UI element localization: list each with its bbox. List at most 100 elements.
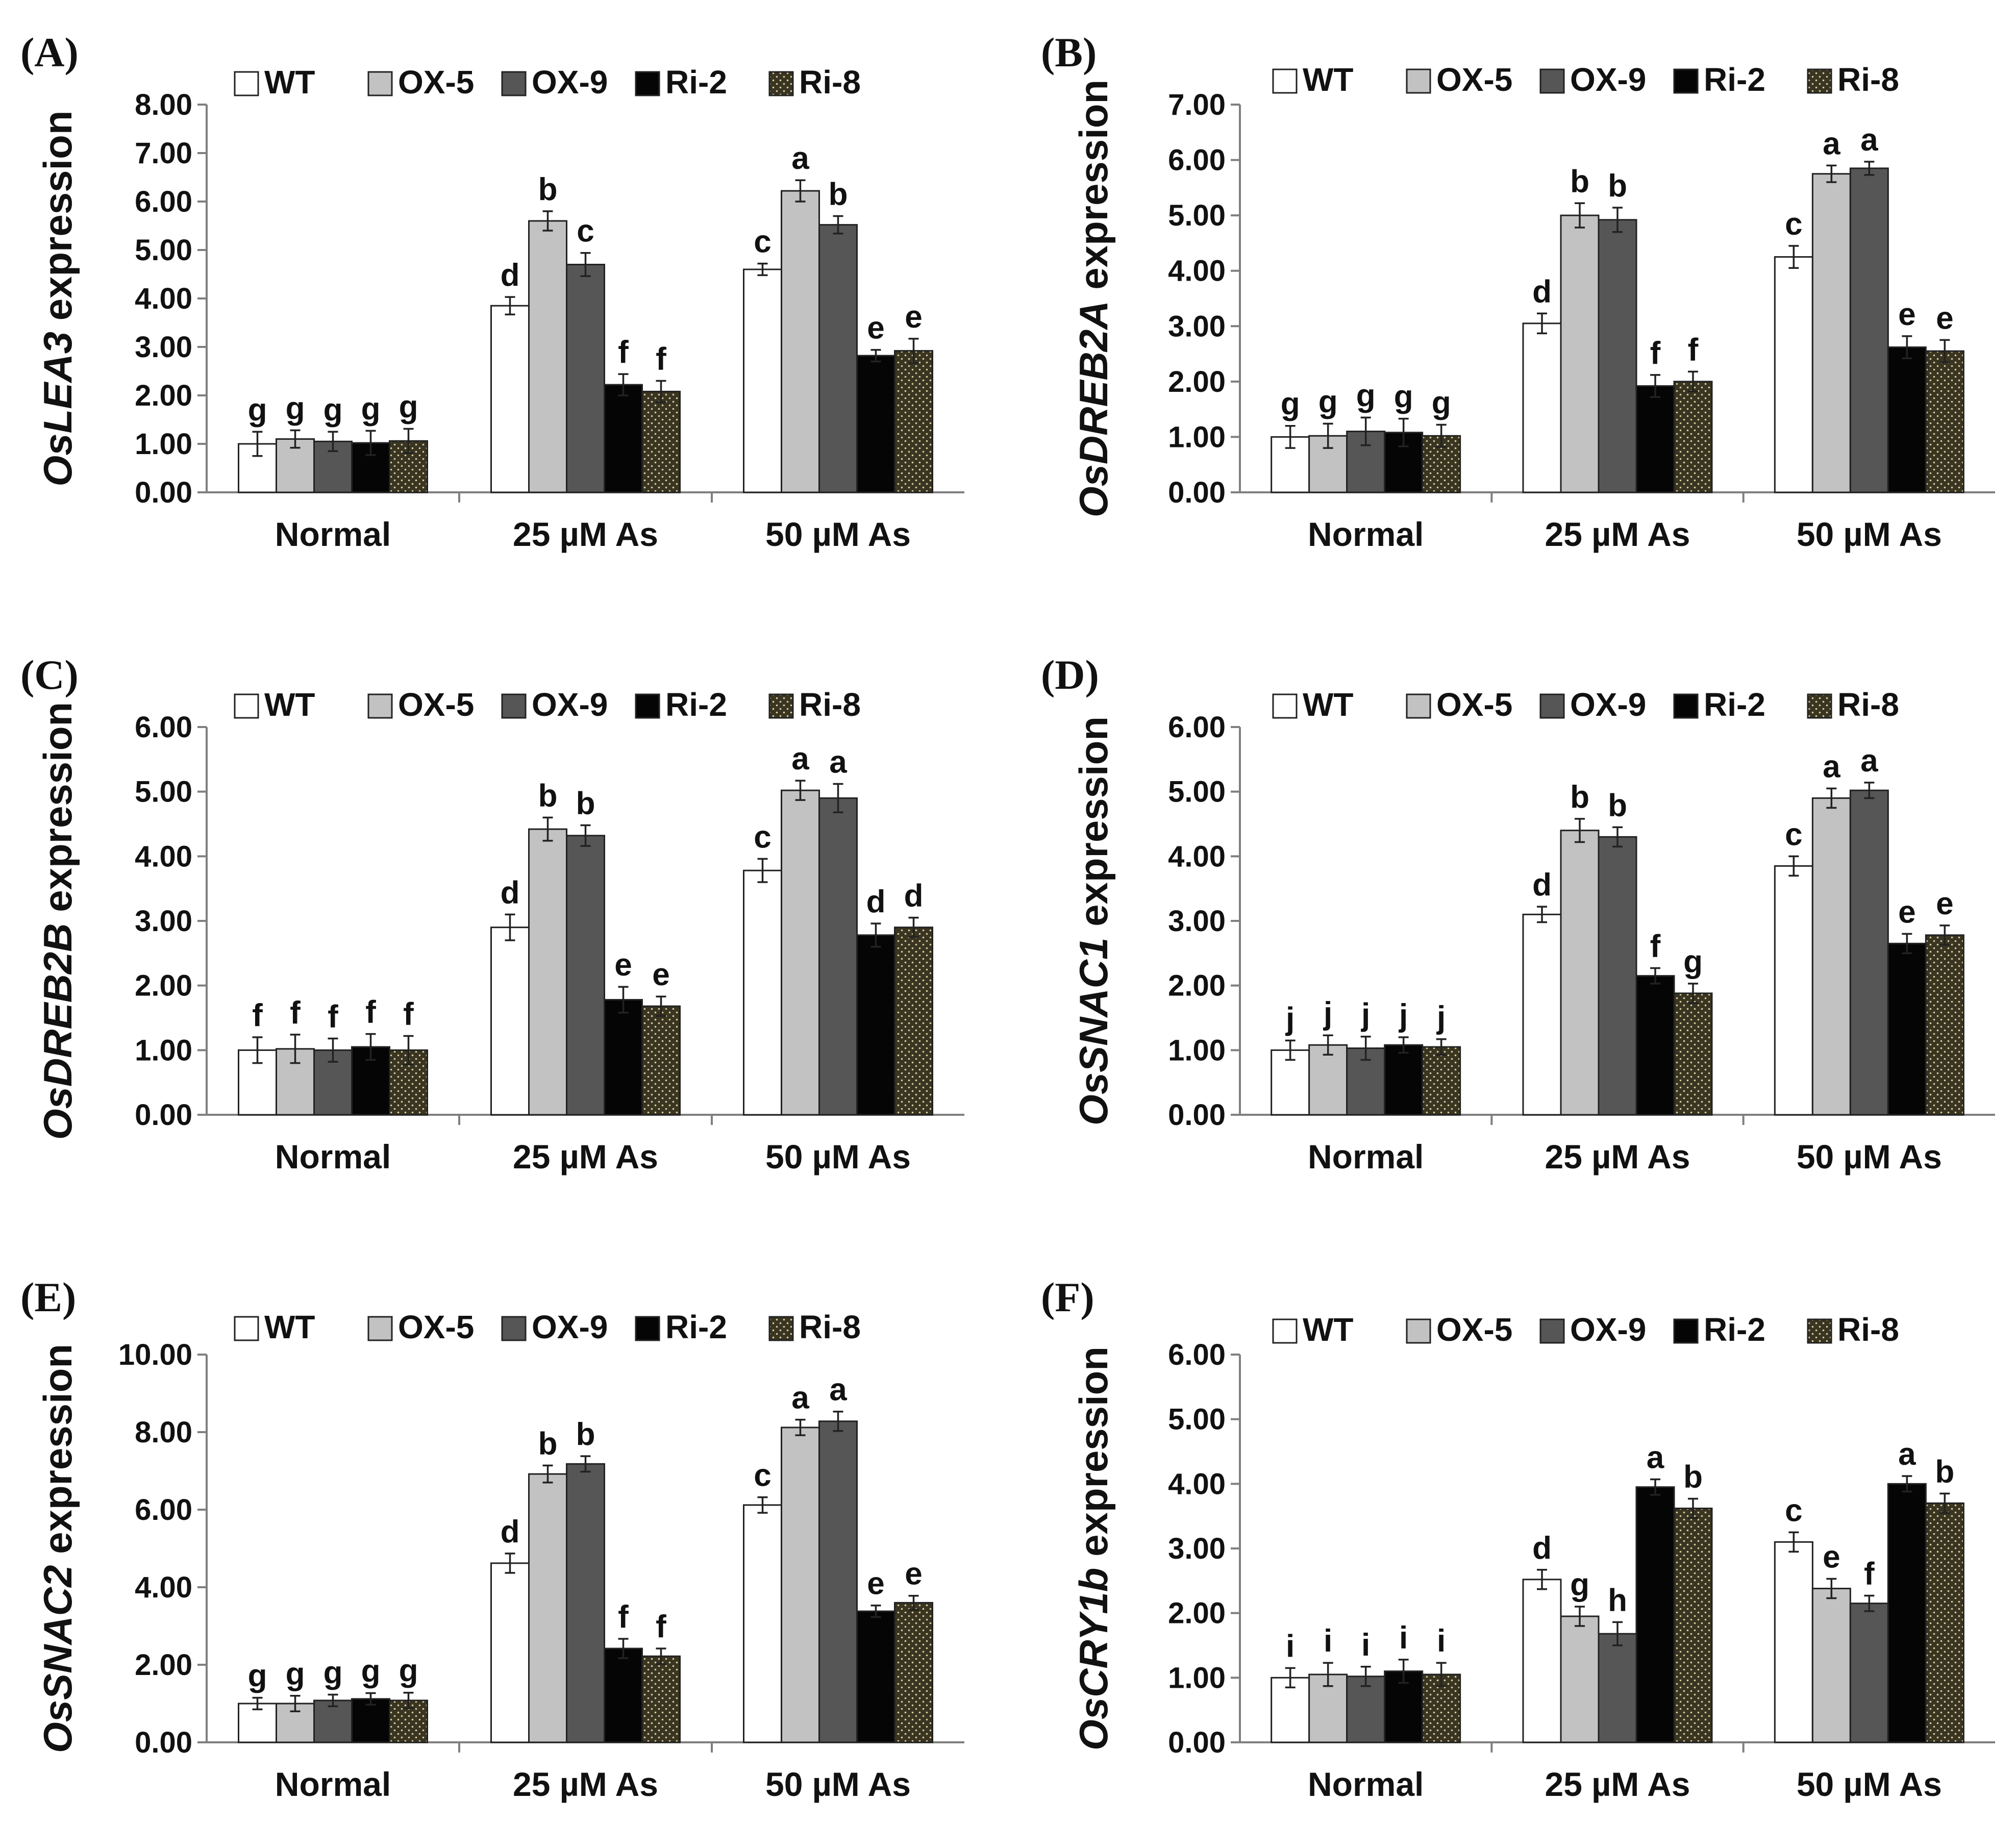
legend-swatch — [768, 1316, 794, 1341]
legend-label: OX-9 — [532, 686, 608, 723]
bar — [528, 1473, 567, 1743]
category-label: 50 µM As — [765, 1765, 911, 1803]
y-tick-label: 4.00 — [135, 1571, 192, 1604]
bar — [1925, 1502, 1964, 1743]
bar — [1560, 1615, 1600, 1743]
category-label: 50 µM As — [1797, 1765, 1942, 1803]
significance-letter: b — [1570, 780, 1589, 815]
y-tick-label: 3.00 — [135, 331, 192, 364]
legend-label: Ri-8 — [799, 686, 861, 723]
y-axis-title-gene: OsDREB2B — [35, 923, 80, 1140]
bar — [743, 869, 782, 1116]
bar — [1522, 322, 1562, 493]
significance-letter: f — [290, 995, 301, 1031]
panel-label: (A) — [20, 29, 79, 76]
significance-letter: a — [1860, 743, 1878, 779]
category-label: 50 µM As — [1797, 515, 1942, 553]
bar — [1925, 350, 1964, 493]
significance-letter: g — [286, 1657, 305, 1692]
category-label: 25 µM As — [513, 515, 658, 553]
y-tick-label: 5.00 — [1168, 776, 1226, 809]
y-axis-title: OsDREB2A expression — [1071, 80, 1116, 517]
legend-swatch — [635, 693, 660, 719]
significance-letter: c — [1785, 817, 1802, 852]
significance-letter: d — [1532, 1531, 1552, 1566]
legend-label: Ri-2 — [1704, 61, 1765, 98]
bar — [1774, 1541, 1813, 1743]
legend-label: OX-9 — [1570, 1311, 1646, 1348]
y-tick-label: 0.00 — [135, 1726, 192, 1759]
legend-label: WT — [264, 1309, 315, 1345]
significance-letter: g — [323, 392, 343, 428]
legend-swatch — [1673, 1318, 1699, 1344]
legend-label: WT — [1303, 61, 1354, 98]
significance-letter: g — [1318, 384, 1338, 419]
legend-swatch — [367, 693, 393, 719]
bar — [528, 828, 567, 1116]
y-tick-label: 6.00 — [1168, 144, 1226, 177]
y-tick-label: 2.00 — [135, 969, 192, 1003]
bar — [313, 1699, 353, 1743]
significance-letter: c — [754, 224, 771, 260]
significance-letter: e — [1936, 886, 1953, 921]
bar — [1635, 385, 1675, 493]
y-axis-title-suffix: expression — [35, 702, 80, 923]
significance-letter: d — [1532, 274, 1552, 309]
significance-letter: a — [1823, 126, 1840, 161]
significance-letter: b — [538, 778, 558, 813]
legend-swatch — [1673, 693, 1699, 719]
y-tick-label: 1.00 — [1168, 1034, 1226, 1067]
bar — [1849, 167, 1889, 493]
y-tick-label: 0.00 — [135, 1098, 192, 1132]
category-label: 25 µM As — [513, 1765, 658, 1803]
bar — [490, 927, 530, 1116]
legend-swatch — [1673, 68, 1699, 94]
legend-swatch — [234, 71, 259, 96]
bar — [818, 797, 858, 1116]
bar — [1774, 865, 1813, 1116]
bar — [1522, 913, 1562, 1116]
significance-letter: f — [252, 998, 263, 1033]
bar — [641, 390, 681, 493]
bar — [604, 999, 643, 1116]
significance-letter: f — [656, 1609, 666, 1644]
y-axis-title-suffix: expression — [1071, 716, 1116, 938]
y-tick-label: 2.00 — [135, 1648, 192, 1682]
legend-label: OX-5 — [398, 686, 474, 723]
significance-letter: g — [399, 1654, 418, 1689]
legend-label: OX-5 — [1436, 1311, 1512, 1348]
legend-label: WT — [264, 64, 315, 101]
bar — [1635, 975, 1675, 1116]
y-tick-label: 7.00 — [1168, 88, 1226, 121]
chart-panel-f: (F) 0.00 1.00 2.00 3.00 4.00 5.00 6.00 OsCRY1b e… — [1041, 1274, 1995, 1803]
legend-label: WT — [1303, 686, 1354, 723]
bar — [490, 305, 530, 493]
legend-swatch — [1539, 68, 1565, 94]
category-label: Normal — [275, 1138, 391, 1175]
y-tick-label: 7.00 — [135, 137, 192, 170]
significance-letter: c — [754, 819, 771, 855]
y-tick-label: 4.00 — [135, 840, 192, 873]
y-tick-label: 8.00 — [135, 88, 192, 121]
significance-letter: g — [248, 1659, 267, 1694]
chart-panel-a: (A) 0.00 1.00 2.00 3.00 4.00 5.00 6.00 7.00 8.00 O… — [20, 29, 964, 553]
bar — [566, 1463, 605, 1743]
y-tick-label: 5.00 — [135, 234, 192, 267]
significance-letter: i — [1361, 1628, 1370, 1663]
significance-letter: f — [403, 996, 414, 1032]
significance-letter: f — [328, 999, 338, 1035]
bar — [818, 1420, 858, 1743]
legend-swatch — [768, 71, 794, 96]
y-tick-label: 6.00 — [135, 185, 192, 218]
significance-letter: a — [1898, 1437, 1916, 1472]
y-tick-label: 3.00 — [1168, 310, 1226, 343]
legend-label: Ri-2 — [665, 686, 727, 723]
y-tick-label: 4.00 — [1168, 1467, 1226, 1500]
significance-letter: c — [754, 1458, 771, 1493]
legend-swatch — [501, 1316, 527, 1341]
legend-swatch — [501, 693, 527, 719]
significance-letter: d — [501, 258, 520, 293]
y-tick-label: 3.00 — [1168, 905, 1226, 938]
legend-label: Ri-2 — [1704, 1311, 1765, 1348]
y-axis-title-suffix: expression — [1071, 1346, 1116, 1568]
